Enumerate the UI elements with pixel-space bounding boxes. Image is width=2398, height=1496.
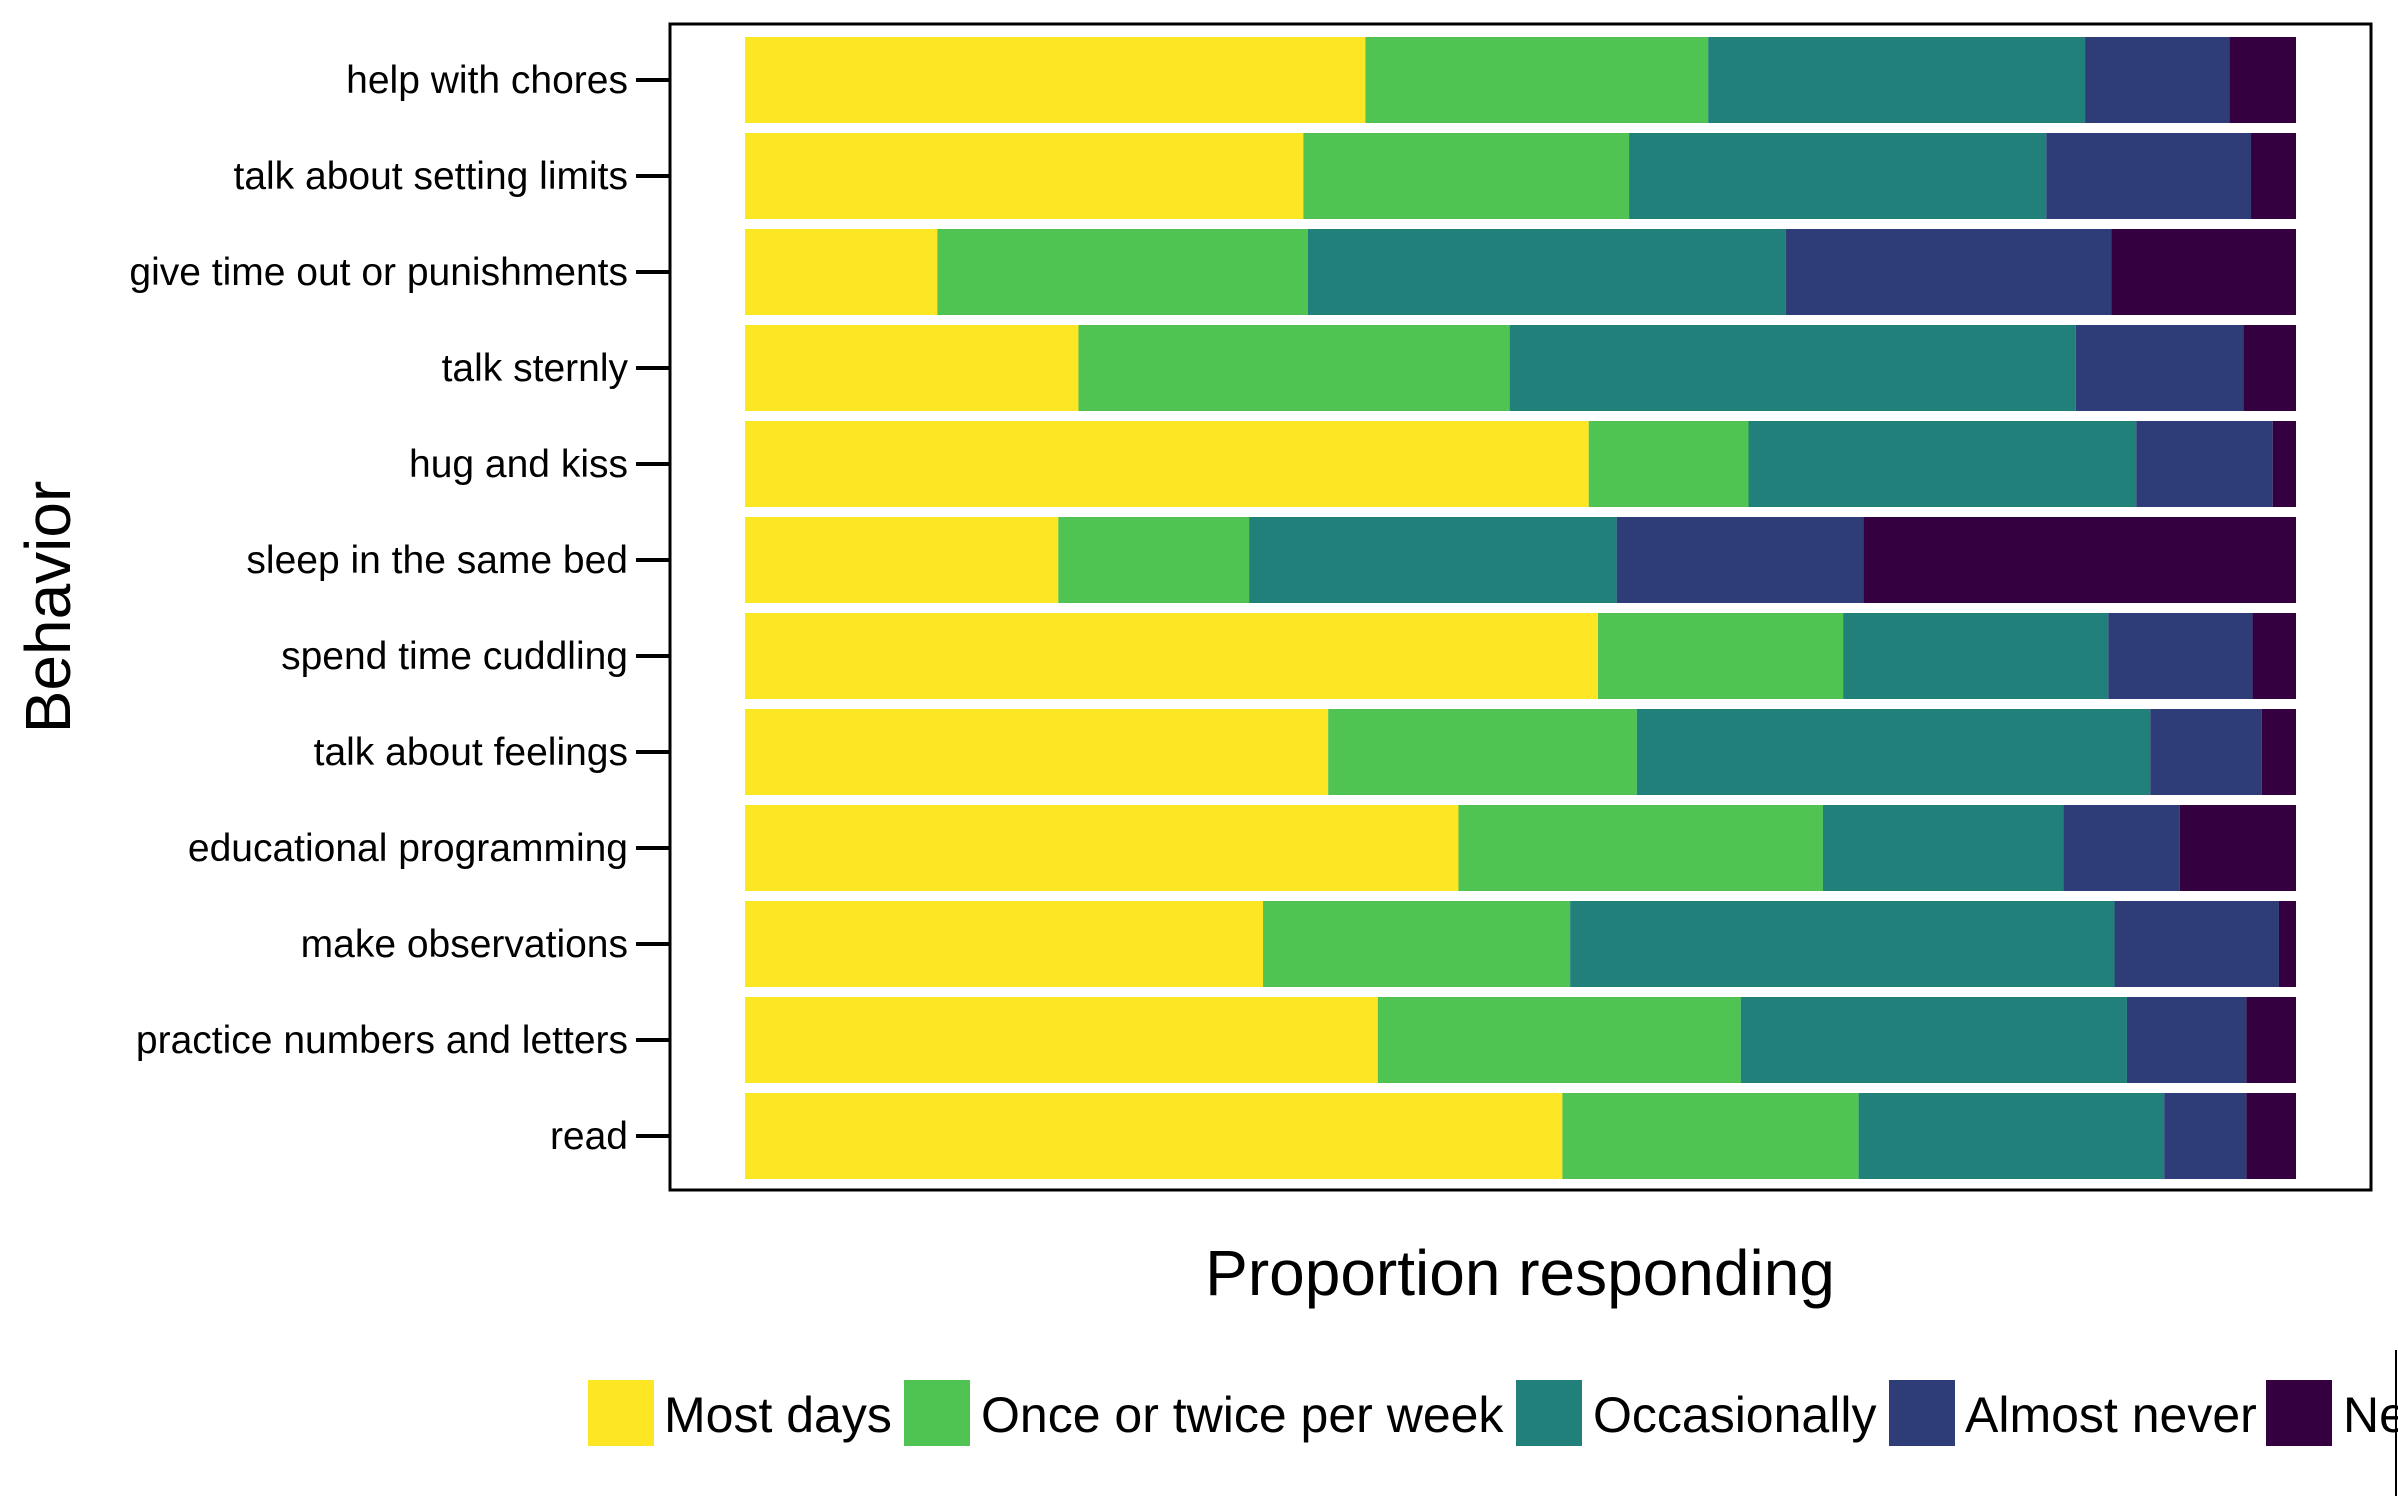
bar-spend-time-cuddling-almost-never — [2108, 613, 2253, 699]
bar-sleep-in-the-same-bed-almost-never — [1616, 517, 1864, 603]
bar-hug-and-kiss-almost-never — [2136, 421, 2273, 507]
bar-make-observations-once-or-twice-per-week — [1263, 901, 1571, 987]
bar-read-most-days — [745, 1093, 1563, 1179]
bar-help-with-chores-never — [2229, 37, 2296, 123]
legend-label-most-days: Most days — [664, 1387, 892, 1443]
bar-talk-sternly-never — [2243, 325, 2296, 411]
y-tick-label: help with chores — [346, 59, 628, 102]
legend-key-once-or-twice-per-week — [904, 1380, 970, 1446]
plot-panel-border — [668, 22, 2373, 1192]
legend-key-occasionally — [1516, 1380, 1582, 1446]
legend-label-never: Ne — [2343, 1387, 2398, 1443]
bar-help-with-chores-most-days — [745, 37, 1366, 123]
legend-label-occasionally: Occasionally — [1593, 1387, 1876, 1443]
bar-hug-and-kiss-occasionally — [1748, 421, 2137, 507]
bar-spend-time-cuddling-occasionally — [1843, 613, 2109, 699]
bar-make-observations-occasionally — [1570, 901, 2115, 987]
legend-key-almost-never — [1889, 1380, 1955, 1446]
bar-educational-programming-most-days — [745, 805, 1459, 891]
bar-talk-about-setting-limits-once-or-twice-per-week — [1303, 133, 1630, 219]
bar-educational-programming-once-or-twice-per-week — [1458, 805, 1823, 891]
y-tick-label: educational programming — [188, 827, 628, 870]
y-axis: help with chores talk about setting limit… — [129, 59, 670, 1158]
y-tick-label: practice numbers and letters — [136, 1019, 628, 1062]
legend: Most days Once or twice per week Occasiona… — [588, 1380, 2398, 1446]
bar-make-observations-most-days — [745, 901, 1264, 987]
bar-hug-and-kiss-never — [2272, 421, 2296, 507]
y-axis-title: Behavior — [12, 481, 84, 734]
y-tick-label: give time out or punishments — [129, 251, 628, 294]
bar-talk-sternly-almost-never — [2075, 325, 2244, 411]
bar-practice-numbers-and-letters-most-days — [745, 997, 1378, 1083]
bar-make-observations-almost-never — [2114, 901, 2279, 987]
bar-read-once-or-twice-per-week — [1562, 1093, 1859, 1179]
bar-sleep-in-the-same-bed-never — [1863, 517, 2296, 603]
bar-spend-time-cuddling-once-or-twice-per-week — [1598, 613, 1844, 699]
y-tick-label: talk about feelings — [314, 731, 628, 774]
y-tick-label: sleep in the same bed — [246, 539, 628, 582]
bar-practice-numbers-and-letters-occasionally — [1740, 997, 2127, 1083]
bar-talk-about-feelings-once-or-twice-per-week — [1328, 709, 1637, 795]
bar-sleep-in-the-same-bed-most-days — [745, 517, 1059, 603]
bar-help-with-chores-once-or-twice-per-week — [1365, 37, 1709, 123]
bar-hug-and-kiss-most-days — [745, 421, 1589, 507]
y-tick-label: talk sternly — [442, 347, 629, 390]
bar-make-observations-never — [2278, 901, 2296, 987]
bar-read-occasionally — [1858, 1093, 2165, 1179]
bar-talk-about-setting-limits-most-days — [745, 133, 1304, 219]
legend-key-most-days — [588, 1380, 654, 1446]
bars-layer — [745, 37, 2296, 1179]
y-tick-label: read — [550, 1115, 628, 1158]
bar-talk-about-setting-limits-occasionally — [1629, 133, 2047, 219]
bar-give-time-out-or-punishments-most-days — [745, 229, 938, 315]
y-tick-label: hug and kiss — [409, 443, 628, 486]
bar-help-with-chores-occasionally — [1708, 37, 2086, 123]
bar-talk-about-feelings-occasionally — [1636, 709, 2151, 795]
bar-educational-programming-never — [2179, 805, 2296, 891]
bar-practice-numbers-and-letters-once-or-twice-per-week — [1377, 997, 1741, 1083]
bar-spend-time-cuddling-most-days — [745, 613, 1599, 699]
bar-sleep-in-the-same-bed-once-or-twice-per-week — [1058, 517, 1250, 603]
bar-give-time-out-or-punishments-once-or-twice-per-week — [937, 229, 1309, 315]
legend-key-never — [2266, 1380, 2332, 1446]
bar-talk-sternly-most-days — [745, 325, 1079, 411]
bar-give-time-out-or-punishments-never — [2111, 229, 2296, 315]
bar-give-time-out-or-punishments-almost-never — [1785, 229, 2112, 315]
legend-label-once-or-twice-per-week: Once or twice per week — [981, 1387, 1504, 1443]
bar-talk-sternly-once-or-twice-per-week — [1078, 325, 1510, 411]
bar-educational-programming-almost-never — [2063, 805, 2180, 891]
legend-label-almost-never: Almost never — [1965, 1387, 2257, 1443]
bar-talk-about-feelings-almost-never — [2150, 709, 2262, 795]
bar-hug-and-kiss-once-or-twice-per-week — [1588, 421, 1749, 507]
bar-talk-about-setting-limits-almost-never — [2046, 133, 2252, 219]
bar-practice-numbers-and-letters-never — [2246, 997, 2296, 1083]
bar-read-almost-never — [2164, 1093, 2247, 1179]
bar-talk-sternly-occasionally — [1509, 325, 2076, 411]
y-tick-label: spend time cuddling — [281, 635, 628, 678]
bar-talk-about-feelings-never — [2261, 709, 2296, 795]
y-tick-label: talk about setting limits — [233, 155, 628, 198]
bar-give-time-out-or-punishments-occasionally — [1308, 229, 1786, 315]
bar-spend-time-cuddling-never — [2252, 613, 2296, 699]
y-tick-label: make observations — [301, 923, 628, 966]
bar-read-never — [2246, 1093, 2296, 1179]
bar-educational-programming-occasionally — [1822, 805, 2064, 891]
bar-practice-numbers-and-letters-almost-never — [2126, 997, 2247, 1083]
bar-talk-about-setting-limits-never — [2251, 133, 2296, 219]
x-axis-title: Proportion responding — [1205, 1237, 1835, 1309]
bar-talk-about-feelings-most-days — [745, 709, 1329, 795]
bar-sleep-in-the-same-bed-occasionally — [1249, 517, 1617, 603]
bar-help-with-chores-almost-never — [2085, 37, 2230, 123]
